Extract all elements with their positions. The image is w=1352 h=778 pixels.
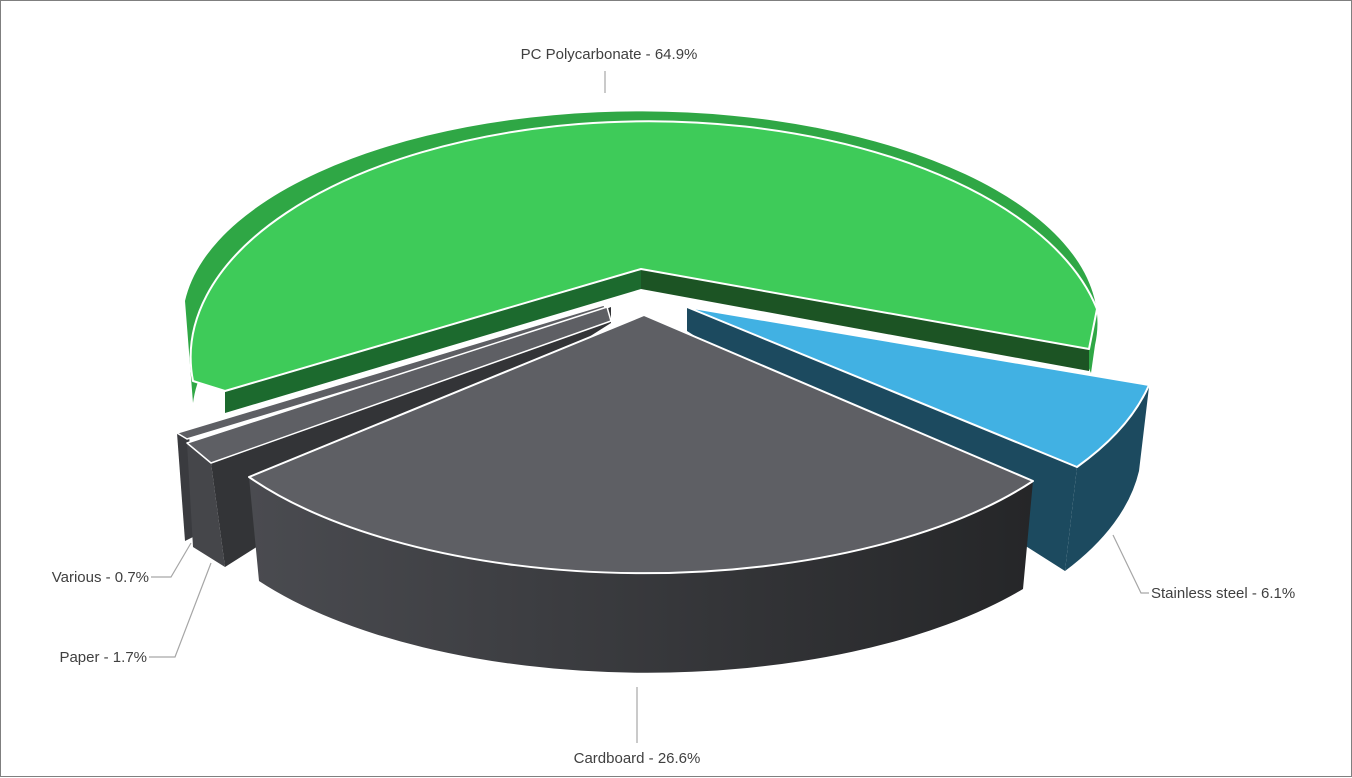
leader-various [151, 542, 192, 578]
slice-steel-top [686, 306, 1150, 468]
label-cardboard: Cardboard - 26.6% [574, 750, 701, 767]
slice-pc-top [189, 120, 1098, 392]
leader-paper [149, 562, 212, 658]
leader-lines [149, 71, 1149, 743]
data-labels: PC Polycarbonate - 64.9% Stainless steel… [52, 46, 1296, 767]
slice-steel-side [1065, 387, 1149, 571]
leader-stainless-steel [1112, 534, 1149, 594]
label-various: Various - 0.7% [52, 569, 149, 586]
slice-pc-wall-right [641, 269, 1089, 371]
slice-cardboard-top [248, 314, 1034, 575]
slice-cardboard-side [249, 477, 1033, 673]
label-pc-polycarbonate: PC Polycarbonate - 64.9% [521, 46, 698, 63]
label-paper: Paper - 1.7% [59, 649, 147, 666]
slice-paper-top [186, 306, 612, 464]
label-stainless-steel: Stainless steel - 6.1% [1151, 585, 1295, 602]
pie-slice-pc-polycarbonate [185, 111, 1098, 413]
slice-pc-wall-left [225, 269, 641, 413]
slice-paper-side [187, 443, 225, 567]
pie-slice-cardboard [248, 314, 1034, 673]
